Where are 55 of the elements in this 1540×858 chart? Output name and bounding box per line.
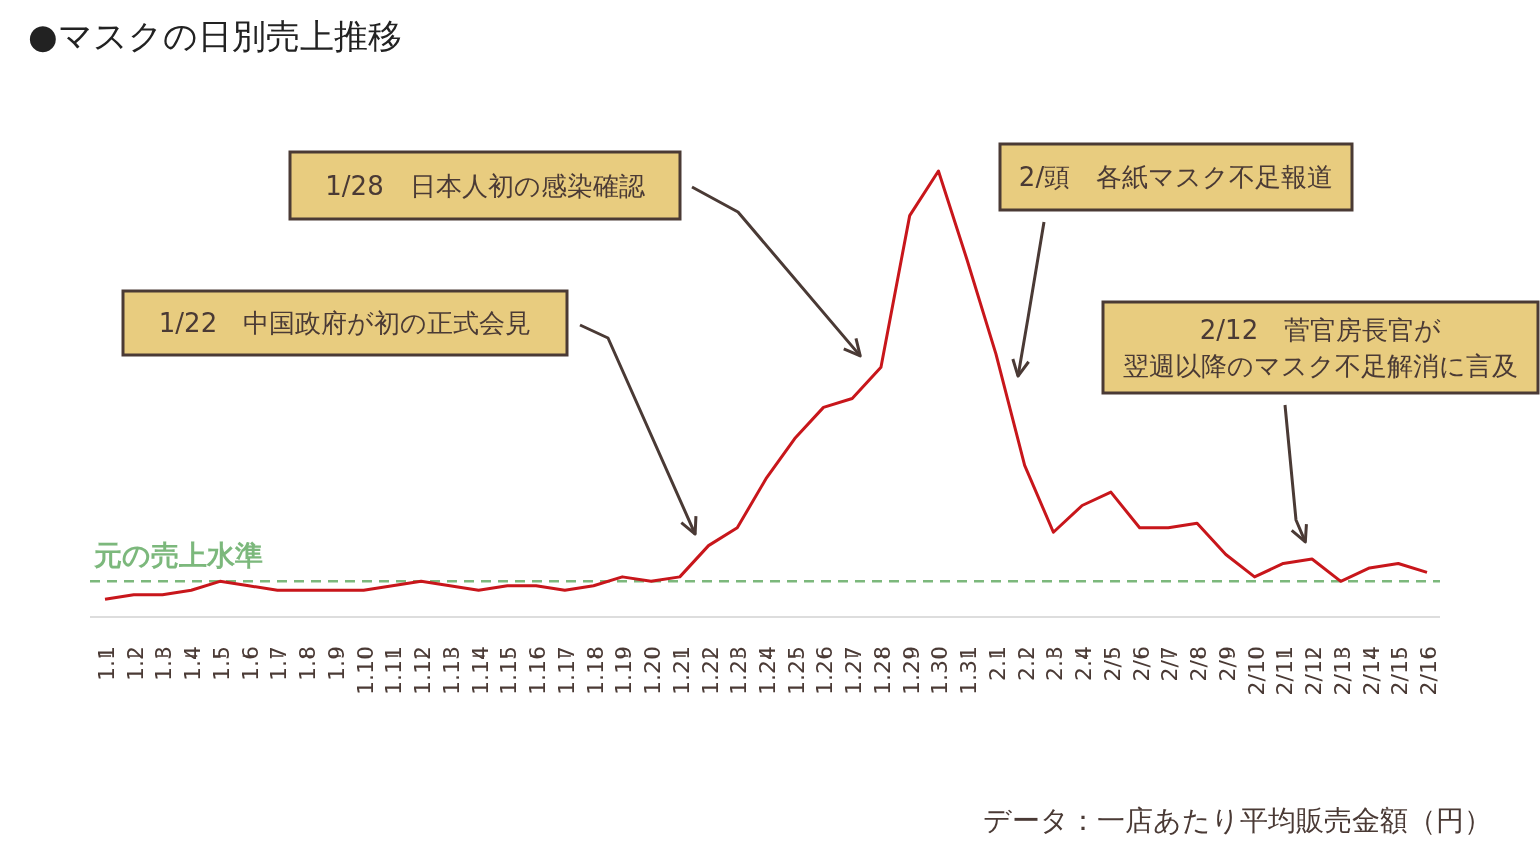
x-tick-label: 2/5 <box>1099 646 1125 682</box>
x-tick-label: 1.11 <box>381 646 407 695</box>
x-tick-label: 1.9 <box>323 646 349 681</box>
chart-title: ●マスクの日別売上推移 <box>28 16 402 56</box>
x-tick-label: 1.23 <box>726 646 752 695</box>
x-tick-label: 1.19 <box>611 646 637 695</box>
x-tick-label: 2/15 <box>1387 646 1413 696</box>
x-tick-label: 2.3 <box>1042 646 1068 681</box>
ref-line-label: 元の売上水準 <box>93 539 263 573</box>
x-tick-label: 1.17 <box>553 646 579 695</box>
x-tick-label: 1.30 <box>927 646 953 695</box>
x-tick-label: 1.24 <box>755 646 780 695</box>
x-tick-label: 1.6 <box>237 646 263 681</box>
x-tick-label: 2.2 <box>1013 646 1039 681</box>
x-tick-label: 1.25 <box>783 646 809 695</box>
x-tick-label: 1.8 <box>295 646 321 681</box>
x-tick-label: 1.16 <box>525 646 551 695</box>
x-tick-label: 1.1 <box>94 646 119 681</box>
x-tick-label: 2/14 <box>1358 646 1384 696</box>
x-tick-label: 2.1 <box>984 646 1010 681</box>
x-tick-label: 1.15 <box>496 646 522 695</box>
x-tick-label: 1.18 <box>582 646 608 695</box>
x-tick-label: 1.26 <box>812 646 838 695</box>
annotation: 翌週以降のマスク不足解消に言及 <box>1123 350 1518 381</box>
x-tick-label: 1.5 <box>208 646 234 681</box>
x-tick-label: 2/16 <box>1416 646 1441 696</box>
annotation: 1/28 日本人初の感染確認 <box>325 170 645 201</box>
x-tick-label: 1.29 <box>898 646 924 695</box>
x-tick-label: 1.7 <box>266 646 292 681</box>
annotation: 1/22 中国政府が初の正式会見 <box>158 308 532 338</box>
x-tick-label: 1.31 <box>956 646 982 695</box>
annotation: 2/12 菅官房長官が <box>1199 314 1442 345</box>
x-tick-label: 1.3 <box>151 646 177 681</box>
x-tick-label: 1.13 <box>438 646 464 695</box>
x-tick-label: 1.2 <box>122 646 148 681</box>
x-tick-label: 1.28 <box>869 646 895 695</box>
x-tick-label: 2.4 <box>1071 646 1097 681</box>
x-tick-label: 1.20 <box>640 646 666 695</box>
x-tick-label: 1.21 <box>668 646 694 695</box>
x-tick-label: 1.22 <box>697 646 723 695</box>
x-tick-label: 2/10 <box>1243 646 1269 696</box>
x-tick-label: 2/8 <box>1186 646 1212 682</box>
x-tick-label: 2/6 <box>1128 646 1154 682</box>
x-tick-label: 2/11 <box>1272 646 1298 696</box>
x-tick-label: 1.27 <box>841 646 867 695</box>
x-tick-label: 2/9 <box>1214 646 1240 682</box>
x-tick-label: 1.4 <box>180 646 206 681</box>
annotation: 2/頭 各紙マスク不足報道 <box>1018 162 1334 192</box>
x-tick-label: 1.12 <box>410 646 436 695</box>
text: データ：一店あたり平均販売金額（円） <box>983 804 1492 837</box>
x-tick-label: 2/7 <box>1157 646 1183 682</box>
x-tick-label: 2/12 <box>1301 646 1327 696</box>
x-tick-label: 1.14 <box>467 646 493 695</box>
x-tick-label: 2/13 <box>1329 646 1355 696</box>
x-tick-label: 1.10 <box>352 646 378 695</box>
